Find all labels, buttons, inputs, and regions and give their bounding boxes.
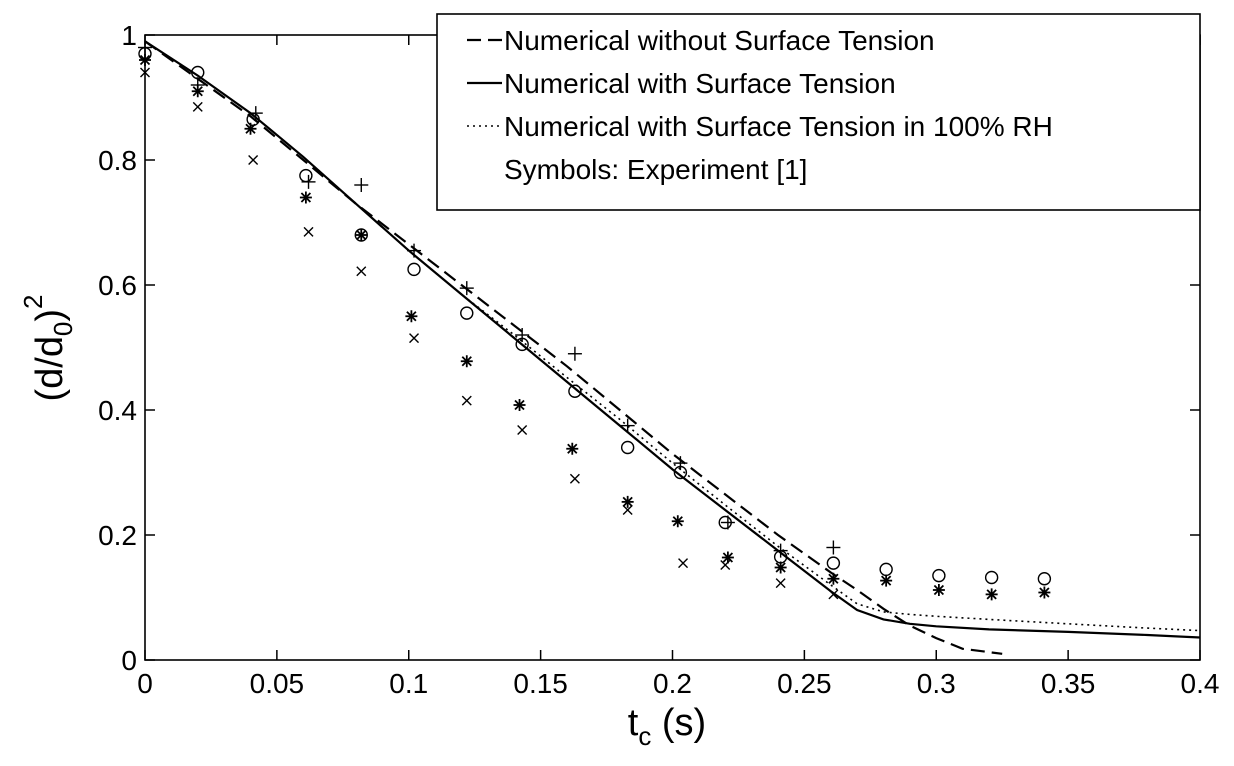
x-tick-label: 0.25 <box>777 668 832 699</box>
data-point-plus <box>567 346 582 361</box>
data-point-cross <box>720 560 731 570</box>
data-point-plus <box>826 540 841 555</box>
legend-label: Numerical without Surface Tension <box>504 25 935 56</box>
data-point-circle <box>1037 572 1052 586</box>
data-point-asterisk <box>566 442 579 455</box>
data-point-asterisk <box>827 572 840 585</box>
data-point-asterisk <box>932 584 945 596</box>
data-point-circle <box>407 262 421 277</box>
series-markers <box>138 40 1052 601</box>
data-point-plus <box>673 456 688 471</box>
data-point-plus <box>620 418 635 433</box>
data-point-circle <box>984 570 999 585</box>
data-point-cross <box>409 333 420 344</box>
x-tick-label: 0 <box>137 668 153 699</box>
y-tick-label: 0.6 <box>98 270 137 301</box>
legend-box <box>436 13 1201 211</box>
y-tick-label: 0.8 <box>98 145 137 176</box>
x-tick-label: 0.15 <box>513 668 568 699</box>
data-point-cross <box>192 101 203 112</box>
data-point-plus <box>720 515 735 530</box>
data-point-asterisk <box>460 355 473 368</box>
x-tick-label: 0.3 <box>917 668 956 699</box>
axis-ticks: 0 0.05 0.1 0.15 0.2 0.25 0.3 0.35 0.4 0 0.2 0.4 0.6 0… <box>98 20 1219 699</box>
data-point-asterisk <box>1038 586 1051 599</box>
legend-label: Numerical with Surface Tension in 100% R… <box>504 111 1053 142</box>
data-point-cross <box>678 558 689 569</box>
data-point-asterisk <box>880 574 893 587</box>
data-point-circle <box>826 556 841 570</box>
data-point-circle <box>620 440 635 455</box>
legend: Numerical without Surface Tension Numeric… <box>436 13 1201 211</box>
x-tick-label: 0.1 <box>389 668 428 699</box>
data-point-plus <box>301 174 316 189</box>
y-tick-label: 0.4 <box>98 395 137 426</box>
data-point-plus <box>459 281 474 296</box>
y-tick-label: 0.2 <box>98 520 137 551</box>
y-axis-label: (d/d0)2 <box>18 294 78 401</box>
y-tick-label: 1 <box>121 20 137 51</box>
data-point-asterisk <box>244 122 257 135</box>
data-point-asterisk <box>355 229 368 241</box>
data-point-asterisk <box>774 561 787 574</box>
data-point-cross <box>248 155 259 165</box>
data-point-cross <box>303 226 314 237</box>
data-point-asterisk <box>513 399 526 411</box>
series-line-solid <box>144 40 1201 639</box>
data-point-asterisk <box>985 588 998 601</box>
data-point-plus <box>773 543 788 558</box>
legend-label: Symbols: Experiment [1] <box>504 154 807 185</box>
x-axis-label: tc (s) <box>628 702 706 751</box>
x-tick-label: 0.05 <box>250 668 305 699</box>
data-point-asterisk <box>621 495 634 508</box>
legend-label: Numerical with Surface Tension <box>504 68 896 99</box>
data-point-cross <box>828 589 839 600</box>
data-point-asterisk <box>191 85 204 98</box>
data-point-asterisk <box>299 191 312 204</box>
data-point-cross <box>356 266 367 277</box>
data-point-asterisk <box>405 310 418 323</box>
x-tick-label: 0.35 <box>1041 668 1096 699</box>
series-line-dotted <box>144 40 1201 632</box>
data-point-circle <box>879 562 893 577</box>
data-point-circle <box>299 168 313 183</box>
data-point-cross <box>622 505 633 515</box>
data-point-plus <box>248 106 263 121</box>
x-tick-label: 0.2 <box>653 668 692 699</box>
data-point-asterisk <box>671 515 684 528</box>
data-point-circle <box>932 568 946 583</box>
data-point-plus <box>515 328 530 342</box>
series-lines <box>144 40 1201 655</box>
data-point-cross <box>775 578 786 589</box>
x-tick-label: 0.4 <box>1181 668 1220 699</box>
data-point-cross <box>517 425 528 435</box>
data-point-circle <box>568 384 582 398</box>
y-tick-label: 0 <box>121 645 137 676</box>
data-point-plus <box>354 178 369 192</box>
data-point-cross <box>461 395 472 406</box>
data-point-circle <box>460 306 474 320</box>
data-point-cross <box>569 473 580 484</box>
data-point-plus <box>407 243 422 258</box>
